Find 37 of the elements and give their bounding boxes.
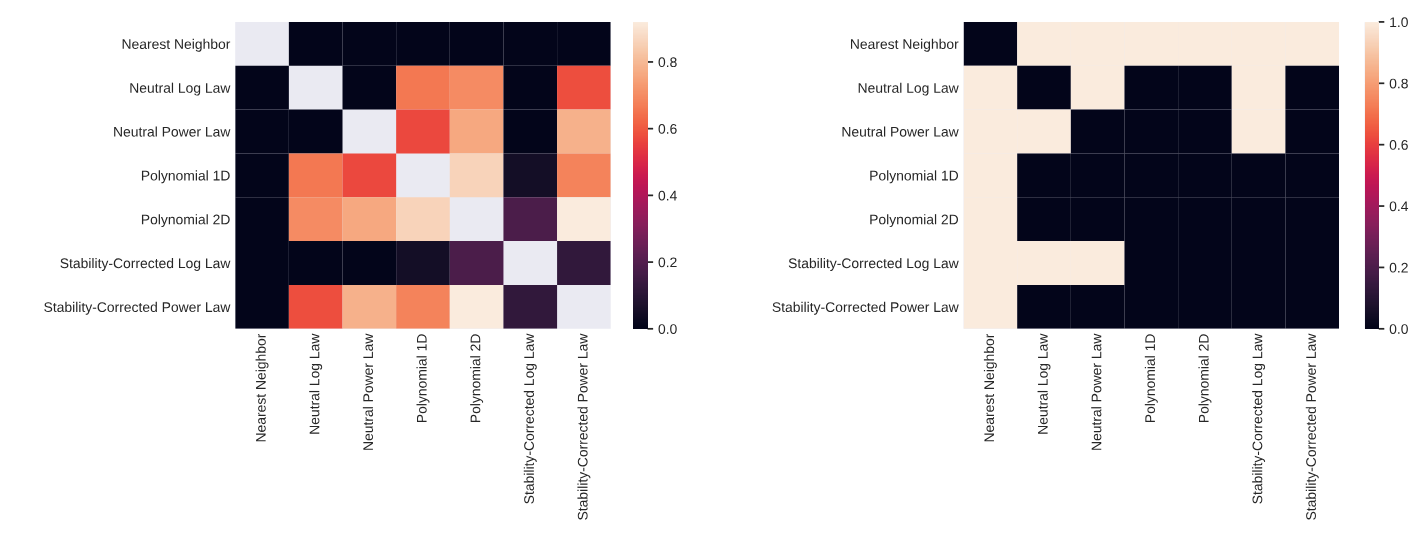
y-tick-label: Polynomial 2D (870, 214, 959, 228)
y-tick-label: Polynomial 1D (870, 170, 959, 184)
x-tick-label: Stability-Corrected Power Law (1305, 333, 1319, 520)
color-bar-label: 0.8 (1389, 78, 1408, 89)
x-tick-label: Neutral Power Law (362, 333, 374, 450)
y-tick-label: Polynomial 2D (141, 214, 230, 228)
color-bar-label: 0.0 (658, 324, 677, 334)
color-bar-label: 0.8 (658, 57, 677, 68)
x-tick-label: Neutral Power Law (1091, 333, 1102, 450)
y-tick-label: Polynomial 1D (141, 170, 230, 184)
y-tick-label: Nearest Neighbor (850, 38, 959, 52)
x-tick-label: Polynomial 1D (416, 334, 430, 423)
x-tick-label: Polynomial 2D (470, 334, 484, 423)
color-bar-label: 0.6 (658, 124, 677, 134)
y-tick-label: Stability-Corrected Power Law (772, 301, 959, 315)
color-bar-label: 0.0 (1389, 324, 1408, 334)
x-tick-label: Neutral Log Law (309, 333, 323, 434)
color-bar-label: 0.6 (1389, 140, 1408, 150)
y-tick-label: Nearest Neighbor (122, 38, 231, 52)
y-tick-label: Neutral Power Law (842, 126, 959, 137)
y-tick-label: Stability-Corrected Log Law (788, 258, 959, 271)
x-tick-label: Stability-Corrected Power Law (577, 333, 591, 520)
color-bar-label: 0.2 (658, 257, 677, 268)
y-tick-label: Neutral Power Law (114, 126, 231, 137)
y-tick-label: Stability-Corrected Power Law (44, 301, 231, 315)
color-bar-label: 0.4 (658, 190, 677, 201)
y-tick-label: Neutral Log Law (130, 82, 231, 96)
y-tick-label: Neutral Log Law (858, 82, 959, 96)
y-tick-label: Stability-Corrected Log Law (60, 258, 231, 271)
x-tick-label: Polynomial 1D (1144, 334, 1158, 423)
x-tick-label: Stability-Corrected Log Law (523, 333, 537, 504)
x-tick-label: Polynomial 2D (1198, 334, 1212, 423)
color-bar-label: 0.4 (1389, 201, 1409, 212)
x-tick-label: Neutral Log Law (1037, 333, 1051, 434)
color-bar-label: 1.0 (1390, 17, 1408, 28)
color-bar-label: 0.2 (1389, 262, 1408, 273)
x-tick-label: Stability-Corrected Log Law (1252, 333, 1266, 504)
